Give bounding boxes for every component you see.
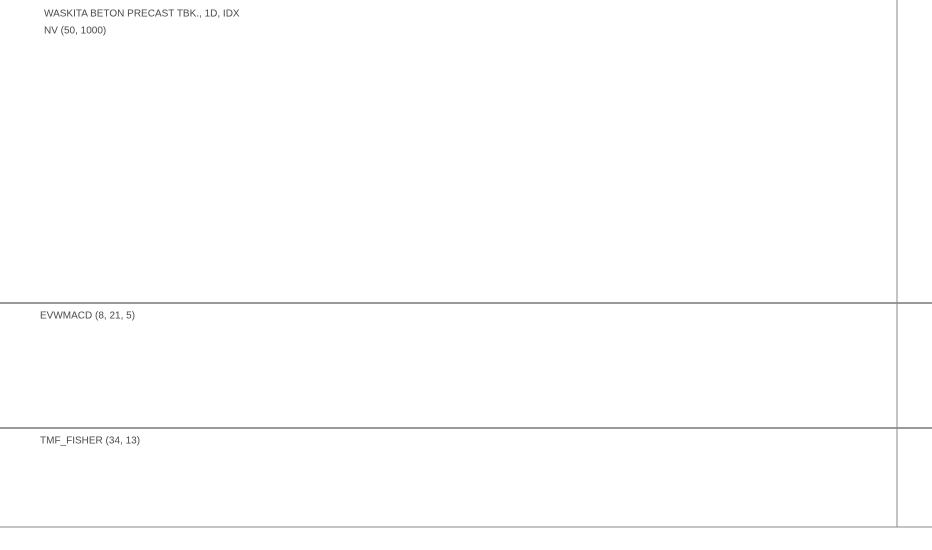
fisher-legend: TMF_FISHER (34, 13) [40, 436, 140, 447]
chart-title: WASKITA BETON PRECAST TBK., 1D, IDX [44, 9, 240, 20]
volume-legend: NV (50, 1000) [44, 26, 106, 37]
text-layer: WASKITA BETON PRECAST TBK., 1D, IDX NV (… [40, 9, 240, 447]
macd-legend: EVWMACD (8, 21, 5) [40, 311, 135, 322]
